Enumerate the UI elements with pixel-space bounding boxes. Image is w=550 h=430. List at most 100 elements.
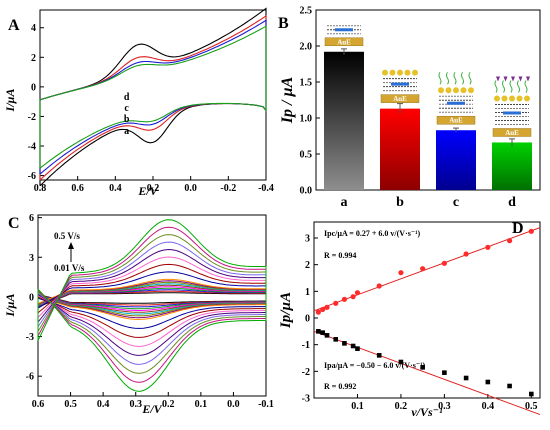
x-tick-label-c: 0.2 [162, 399, 175, 410]
probe-strand-d [509, 80, 513, 93]
point-Ipc [315, 309, 321, 315]
annotation-0-5-vs: 0.5 V/s [54, 231, 80, 241]
point-Ipc [506, 238, 513, 244]
y-tick-label-c: 6 [29, 213, 34, 224]
probe-strand-c [453, 71, 457, 85]
probe-strand-d [494, 80, 498, 93]
plot-frame-a [39, 9, 267, 181]
axis-ticks-b: 0.0 0.5 1.0 1.5 2.0 2.5 [300, 6, 320, 197]
point-Ipc [420, 266, 426, 272]
point-Ipa [507, 383, 512, 389]
x-tick-label-c: 0.0 [227, 399, 240, 410]
equation-ipa-r: R = 0.992 [324, 382, 356, 391]
probe-strand-c [446, 71, 449, 85]
cv-curve-d [39, 25, 267, 169]
point-Ipa [376, 353, 382, 358]
point-Ipc [333, 300, 339, 306]
y-tick-label-d: 3 [305, 234, 310, 245]
point-Ipa [420, 365, 425, 370]
scan-rate-arrow-head [68, 242, 74, 249]
point-Ipa [324, 333, 330, 338]
point-Ipa [463, 375, 469, 381]
axis-ticks-c: 0.6 0.5 0.4 0.3 0.2 0.1 0.0 -0.1 6 3 0 -3 -6 [26, 213, 274, 410]
target-d [496, 76, 500, 82]
nanoparticle-c [453, 87, 459, 94]
probe-strand-d [517, 80, 520, 93]
x-axis-label-c: E/V [141, 402, 162, 416]
x-tick-label-c: 0.1 [195, 399, 208, 410]
x-tick-label-a: 0.2 [147, 183, 160, 194]
data-points-d [315, 228, 534, 397]
y-tick-label-b: 0.5 [300, 150, 313, 161]
fit-line-Ipa [313, 330, 541, 416]
nanoparticle-c [460, 87, 467, 94]
y-tick-label-d: -2 [302, 367, 310, 378]
panel-d-scan-rate-dependence: D 0.1 0.2 0.3 0.4 0.5 3 2 1 0 -1 -2 -3 Ipc/µA = 0.2… [278, 220, 541, 419]
x-tick-label-d: 0.4 [482, 401, 495, 412]
x-tick-label-a: a [341, 195, 348, 210]
y-tick-label-c: -6 [26, 372, 34, 383]
bars-b: a b c d [324, 48, 532, 210]
point-Ipa [333, 337, 339, 342]
bar-c [436, 130, 476, 190]
equation-ipa: Ipa/µA = −0.50 − 6.0 v/(V·s⁻¹) [324, 361, 425, 370]
nanoparticle-d [494, 95, 500, 102]
electrode-label-c: AuE [449, 117, 463, 125]
electrode-label-a: AuE [337, 38, 351, 46]
y-tick-label-a: 2 [31, 53, 36, 64]
panel-letter-d: D [512, 220, 524, 237]
x-tick-label-c: -0.1 [258, 399, 274, 410]
x-tick-label-d: d [508, 195, 516, 210]
curve-label-a: a [124, 126, 129, 137]
cv-curves-c [37, 219, 267, 392]
y-tick-label-d: -1 [302, 340, 310, 351]
point-Ipc [341, 296, 348, 302]
x-tick-label-a: 0.8 [34, 183, 47, 194]
y-tick-label-b: 0.0 [300, 186, 313, 197]
y-tick-label-c: -3 [26, 332, 34, 343]
y-tick-label-c: 0 [29, 292, 34, 303]
nanoparticle-d [524, 95, 530, 102]
x-tick-label-c: 0.5 [64, 399, 77, 410]
point-Ipa [342, 341, 347, 346]
point-Ipc [485, 244, 491, 250]
point-Ipa [350, 343, 356, 349]
nanoparticle-c [445, 87, 452, 94]
x-tick-label-c: c [453, 195, 459, 210]
panel-letter-b: B [278, 15, 289, 32]
bar-d [492, 142, 532, 190]
y-axis-label-c: I/µA [3, 294, 17, 318]
y-tick-label-d: 1 [305, 287, 310, 298]
x-tick-label-d: 0.3 [438, 401, 451, 412]
equation-ipc-r: R = 0.994 [324, 251, 356, 260]
nanoparticle-b [389, 69, 396, 76]
intercalator-a [335, 28, 353, 32]
x-tick-label-a: -0.2 [220, 183, 236, 194]
y-axis-label-a: I/µA [3, 89, 17, 113]
electrode-illustrations-b: AuE AuE AuE AuE [324, 25, 532, 137]
y-tick-label-a: 0 [31, 82, 36, 93]
y-tick-label-d: -3 [302, 394, 310, 405]
target-d [511, 76, 515, 82]
x-tick-label-d: 0.2 [395, 401, 408, 412]
point-Ipa [398, 359, 404, 365]
nanoparticle-b [404, 69, 411, 76]
x-tick-label-c: 0.6 [32, 399, 45, 410]
panel-letter-a: A [8, 17, 20, 34]
y-tick-label-a: -4 [28, 142, 36, 153]
plot-frame-d [313, 221, 541, 399]
point-Ipc [528, 228, 534, 234]
cv-curve-rate-0.5 [37, 219, 267, 392]
annotation-0-01-vs: 0.01 V/s [54, 263, 85, 273]
point-Ipc [376, 283, 382, 289]
probe-strand-c [461, 71, 464, 85]
nanoparticle-c [468, 87, 474, 94]
point-Ipc [441, 260, 447, 266]
nanoparticle-d [501, 95, 508, 102]
curve-label-d: d [124, 92, 130, 103]
cv-curve-b [39, 14, 267, 181]
intercalator-c [447, 101, 465, 105]
y-tick-label-a: 4 [31, 23, 36, 34]
x-tick-label-a: 0.6 [71, 183, 84, 194]
